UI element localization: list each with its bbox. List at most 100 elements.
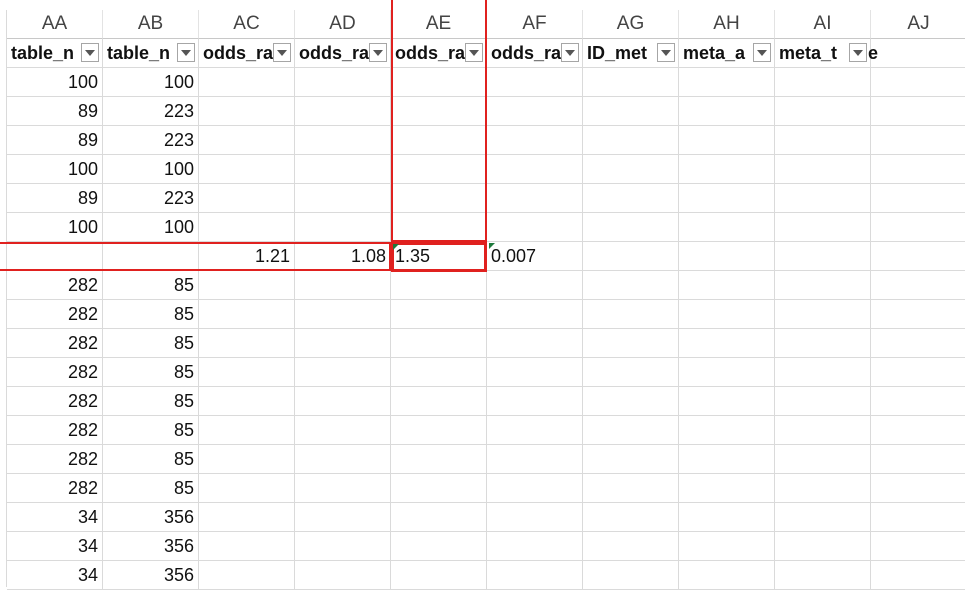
column-header-af[interactable]: AF (487, 10, 583, 39)
table-cell[interactable] (487, 445, 583, 474)
column-header-aa[interactable]: AA (7, 10, 103, 39)
table-cell[interactable] (583, 329, 679, 358)
table-cell[interactable]: 356 (103, 532, 199, 561)
table-cell[interactable] (295, 271, 391, 300)
table-cell[interactable]: 223 (103, 126, 199, 155)
table-cell[interactable] (295, 126, 391, 155)
table-cell[interactable] (391, 561, 487, 590)
table-cell[interactable] (775, 561, 871, 590)
table-cell[interactable] (775, 155, 871, 184)
header-cell-ah[interactable]: meta_a (679, 39, 775, 68)
column-header-aj[interactable]: AJ (871, 10, 965, 39)
table-cell[interactable] (199, 126, 295, 155)
table-cell[interactable] (199, 213, 295, 242)
table-cell[interactable] (391, 532, 487, 561)
table-cell[interactable] (295, 300, 391, 329)
table-cell[interactable] (487, 271, 583, 300)
table-cell[interactable] (295, 532, 391, 561)
table-cell[interactable] (871, 445, 965, 474)
table-cell[interactable]: 100 (103, 68, 199, 97)
table-cell[interactable] (679, 271, 775, 300)
table-cell[interactable] (391, 416, 487, 445)
table-cell[interactable] (871, 126, 965, 155)
header-cell-aj[interactable] (871, 39, 965, 68)
table-cell[interactable] (679, 561, 775, 590)
table-cell[interactable]: 100 (7, 213, 103, 242)
column-header-ae[interactable]: AE (391, 10, 487, 39)
table-cell[interactable]: 282 (7, 416, 103, 445)
table-cell[interactable]: 356 (103, 503, 199, 532)
table-cell[interactable] (583, 242, 679, 271)
header-cell-ae[interactable]: odds_ra (391, 39, 487, 68)
table-cell[interactable] (295, 329, 391, 358)
table-cell[interactable] (295, 68, 391, 97)
table-cell[interactable] (391, 184, 487, 213)
filter-dropdown-icon[interactable] (465, 43, 483, 62)
table-cell[interactable]: 282 (7, 445, 103, 474)
table-cell[interactable] (871, 329, 965, 358)
table-cell[interactable] (871, 213, 965, 242)
table-cell[interactable] (487, 155, 583, 184)
table-cell[interactable] (295, 416, 391, 445)
table-cell[interactable] (583, 561, 679, 590)
filter-dropdown-icon[interactable] (657, 43, 675, 62)
table-cell[interactable] (295, 561, 391, 590)
table-cell[interactable] (487, 213, 583, 242)
table-cell[interactable]: 1.08 (295, 242, 391, 271)
table-cell[interactable] (199, 97, 295, 126)
table-cell[interactable] (391, 126, 487, 155)
table-cell[interactable] (199, 155, 295, 184)
table-cell[interactable] (583, 358, 679, 387)
table-cell[interactable] (775, 68, 871, 97)
table-cell[interactable] (775, 445, 871, 474)
table-cell[interactable] (679, 445, 775, 474)
table-cell[interactable]: 282 (7, 358, 103, 387)
table-cell[interactable] (775, 358, 871, 387)
table-cell[interactable] (871, 97, 965, 126)
table-cell[interactable] (871, 561, 965, 590)
table-cell[interactable]: 100 (7, 68, 103, 97)
table-cell[interactable] (487, 68, 583, 97)
table-cell[interactable] (871, 503, 965, 532)
table-cell[interactable]: 85 (103, 445, 199, 474)
table-cell[interactable] (583, 300, 679, 329)
table-cell[interactable] (679, 358, 775, 387)
table-cell[interactable] (295, 213, 391, 242)
column-header-ah[interactable]: AH (679, 10, 775, 39)
table-cell[interactable]: 34 (7, 532, 103, 561)
table-cell[interactable] (199, 300, 295, 329)
table-cell[interactable] (679, 155, 775, 184)
table-cell[interactable] (679, 503, 775, 532)
table-cell[interactable] (487, 561, 583, 590)
table-cell[interactable]: 100 (7, 155, 103, 184)
table-cell[interactable] (487, 474, 583, 503)
column-header-ai[interactable]: AI (775, 10, 871, 39)
table-cell[interactable] (295, 474, 391, 503)
table-cell[interactable] (199, 561, 295, 590)
table-cell[interactable] (679, 416, 775, 445)
table-cell[interactable] (487, 184, 583, 213)
table-cell[interactable] (199, 68, 295, 97)
filter-dropdown-icon[interactable] (177, 43, 195, 62)
table-cell[interactable] (391, 155, 487, 184)
table-cell[interactable] (7, 242, 103, 271)
table-cell[interactable] (871, 387, 965, 416)
table-cell[interactable]: 89 (7, 97, 103, 126)
header-cell-ac[interactable]: odds_ra (199, 39, 295, 68)
table-cell[interactable] (487, 126, 583, 155)
table-cell[interactable] (199, 416, 295, 445)
table-cell[interactable] (583, 271, 679, 300)
table-cell[interactable] (487, 329, 583, 358)
table-cell[interactable] (583, 532, 679, 561)
table-cell[interactable] (679, 68, 775, 97)
column-header-ab[interactable]: AB (103, 10, 199, 39)
table-cell[interactable]: 223 (103, 97, 199, 126)
table-cell[interactable]: 34 (7, 503, 103, 532)
table-cell[interactable] (199, 387, 295, 416)
table-cell[interactable] (199, 329, 295, 358)
table-cell[interactable] (775, 97, 871, 126)
table-cell[interactable] (199, 445, 295, 474)
table-cell[interactable] (391, 445, 487, 474)
table-cell[interactable] (391, 97, 487, 126)
filter-dropdown-icon[interactable] (753, 43, 771, 62)
